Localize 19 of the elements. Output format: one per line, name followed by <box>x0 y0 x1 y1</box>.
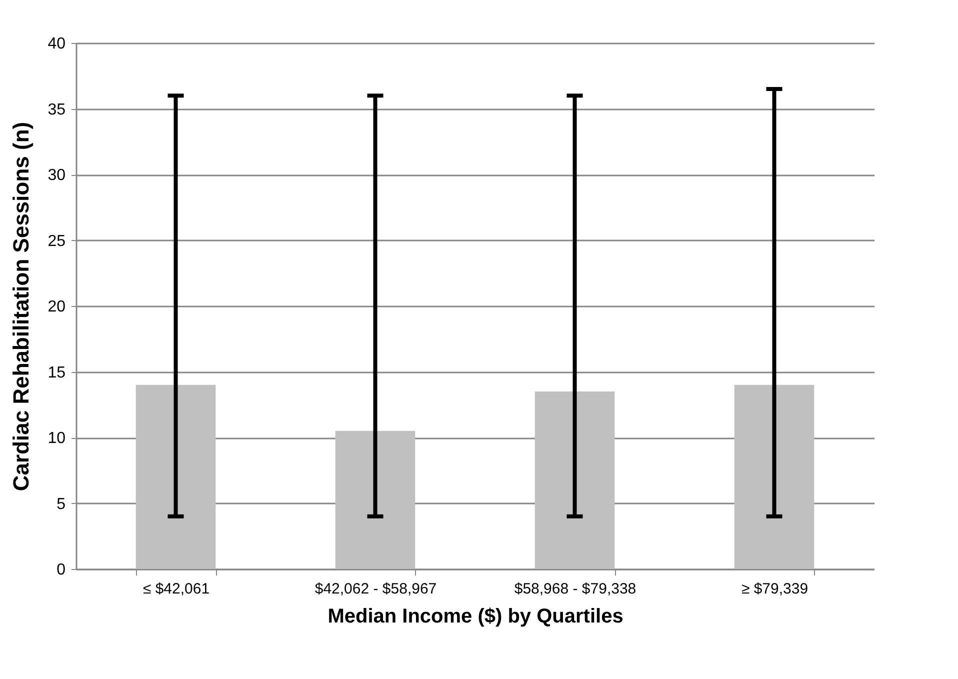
y-tick-label: 40 <box>48 36 66 52</box>
bar <box>734 384 814 569</box>
bar <box>534 391 615 569</box>
y-tick-label: 30 <box>48 167 66 184</box>
x-tick-label: ≤ $42,061 <box>142 580 210 598</box>
x-axis-title: Median Income ($) by Quartiles <box>328 606 624 628</box>
y-tick-label: 5 <box>56 496 66 513</box>
y-tick-label: 25 <box>48 232 66 250</box>
y-tick-label: 35 <box>48 101 66 118</box>
x-tick-label: ≥ $79,339 <box>741 580 808 598</box>
x-tick-label: $58,968 - $79,338 <box>514 580 636 598</box>
y-tick-label: 0 <box>56 562 66 578</box>
y-tick-label: 15 <box>48 364 66 382</box>
bar <box>136 384 216 569</box>
y-axis-title: Cardiac Rehabilitation Sessions (n) <box>8 122 34 492</box>
bar <box>335 430 416 569</box>
y-tick-label: 10 <box>48 430 66 447</box>
y-tick-label: 20 <box>48 298 66 316</box>
x-tick-label: $42,062 - $58,967 <box>314 580 437 598</box>
